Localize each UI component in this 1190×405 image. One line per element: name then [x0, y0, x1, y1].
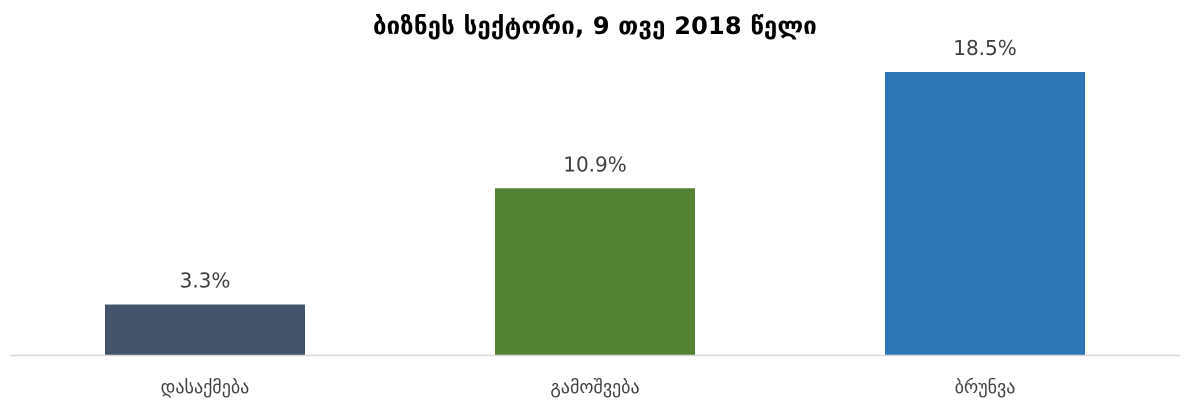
- data-label-3: 18.5%: [953, 36, 1017, 60]
- bar-1: [105, 304, 305, 355]
- bar-3: [885, 72, 1085, 355]
- data-label-1: 3.3%: [180, 269, 231, 293]
- category-label-3: ბრუნვა: [955, 377, 1016, 398]
- category-label-1: დასაქმება: [161, 377, 250, 398]
- data-label-2: 10.9%: [563, 152, 627, 176]
- chart-title: ბიზნეს სექტორი, 9 თვე 2018 წელი: [372, 12, 818, 40]
- category-label-2: გამოშვება: [550, 377, 639, 398]
- bar-2: [495, 188, 695, 355]
